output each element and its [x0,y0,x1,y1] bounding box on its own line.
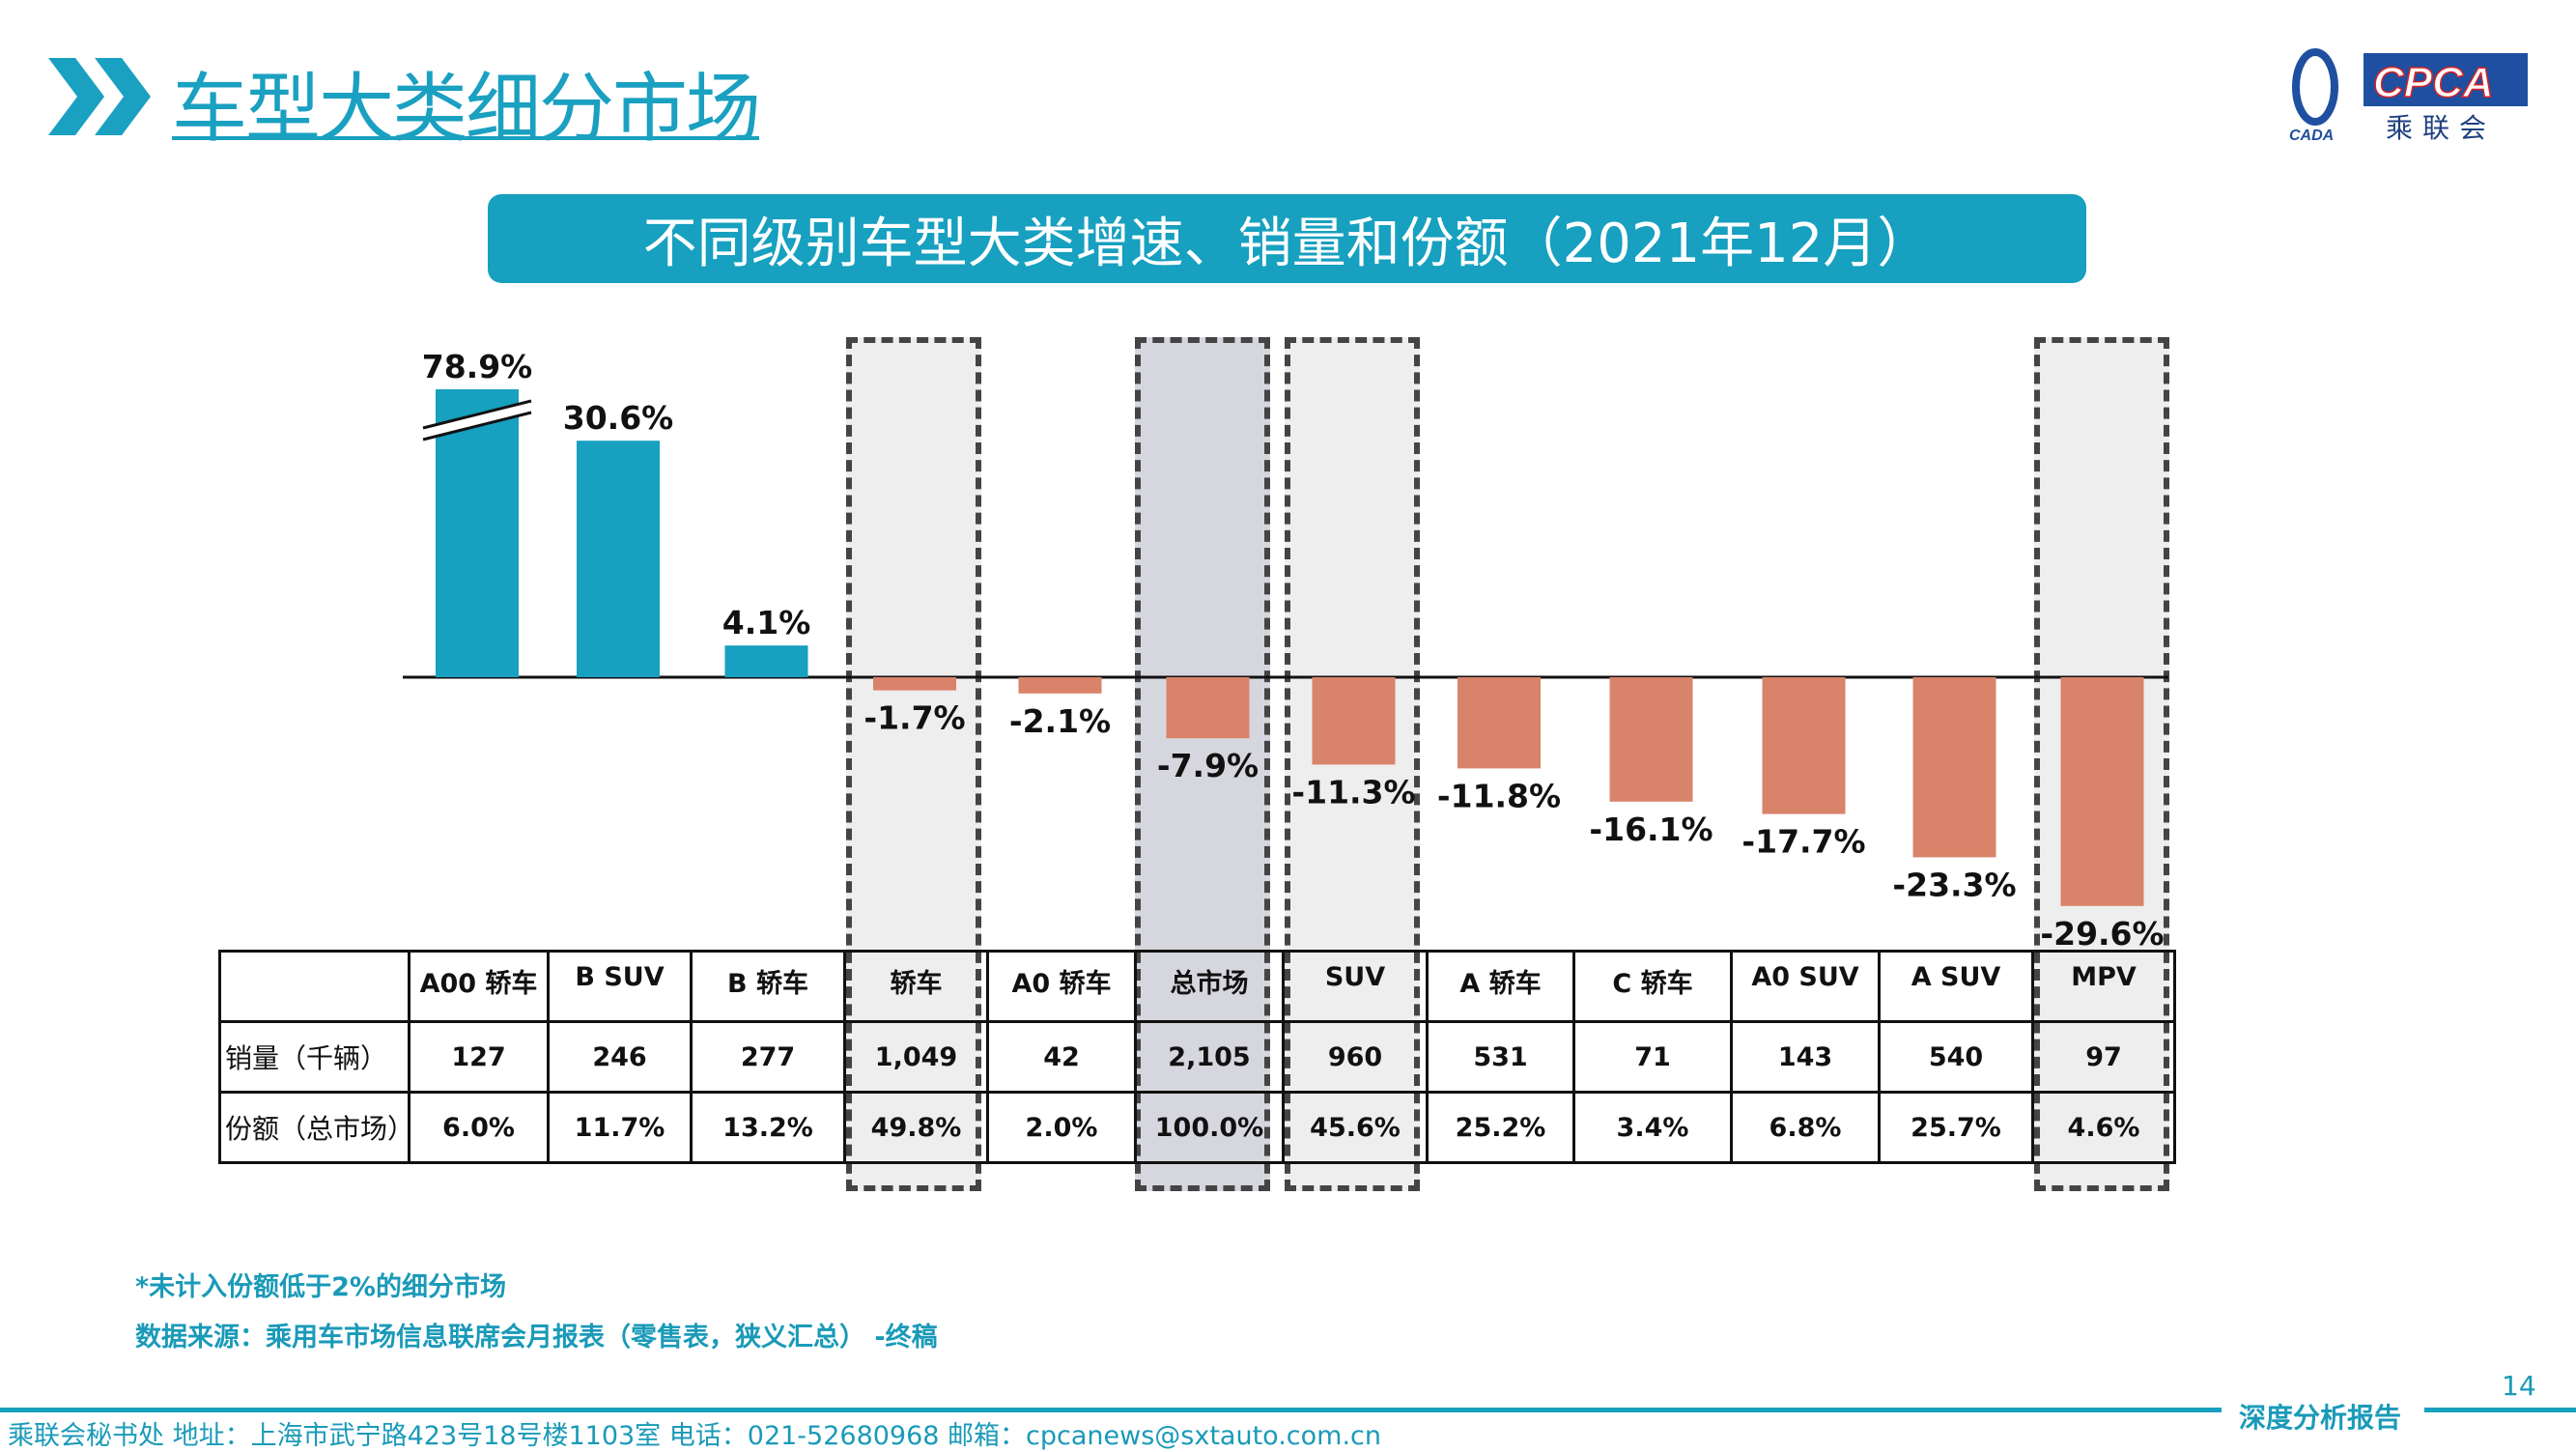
table-cell: 13.2% [690,1091,846,1164]
footer-divider [0,1408,2222,1412]
table-cell: 2.0% [986,1091,1137,1164]
table-cell: 97 [2031,1020,2176,1094]
cpca-logo: CADA CPCA 乘联会 [2281,48,2533,145]
data-label: 4.1% [722,604,811,641]
column-header: A SUV [1878,950,2034,1023]
logo-text: CPCA [2373,59,2494,106]
bar [577,441,660,677]
page-title: 车型大类细分市场 [172,66,761,153]
footer-contact: 乘联会秘书处 地址：上海市武宁路423号18号楼1103室 电话：021-526… [8,1421,1382,1451]
table-cell: 1,049 [843,1020,989,1094]
row-header: 份额（总市场） [218,1091,410,1164]
table-cell: 25.2% [1426,1091,1575,1164]
table-cell: 4.6% [2031,1091,2176,1164]
column-header: A0 SUV [1730,950,1881,1023]
data-source: 数据来源：乘用车市场信息联席会月报表（零售表，狭义汇总） -终稿 [135,1323,938,1352]
table-cell: 540 [1878,1020,2034,1094]
table-cell: 25.7% [1878,1091,2034,1164]
bar [2060,677,2144,906]
footnote: *未计入份额低于2%的细分市场 [135,1272,506,1302]
bar [1609,677,1693,802]
table-corner [218,950,410,1023]
table-cell: 960 [1282,1020,1429,1094]
page-number: 14 [2502,1370,2536,1402]
data-label: -1.7% [863,699,965,737]
bar [873,677,956,691]
data-label: -16.1% [1589,811,1713,848]
data-label: -11.3% [1291,773,1415,811]
table-cell: 2,105 [1134,1020,1285,1094]
footer-divider-right [2424,1408,2576,1412]
bar [1018,677,1102,694]
axis-break-line [422,411,532,441]
bar [1912,677,1996,858]
chevron-double-icon [48,58,151,135]
data-label: -7.9% [1157,747,1259,784]
chart-title-banner: 不同级别车型大类增速、销量和份额（2021年12月） [488,194,2086,283]
table-cell: 531 [1426,1020,1575,1094]
bar [1312,677,1396,765]
table-cell: 127 [408,1020,550,1094]
table-cell: 45.6% [1282,1091,1429,1164]
column-header: A00 轿车 [408,950,550,1023]
row-header: 销量（千辆） [218,1020,410,1094]
data-label: 30.6% [563,399,674,437]
column-header: SUV [1282,950,1429,1023]
table-cell: 71 [1572,1020,1733,1094]
column-header: 轿车 [843,950,989,1023]
table-cell: 143 [1730,1020,1881,1094]
column-header: B SUV [547,950,693,1023]
bar [1166,677,1250,739]
axis-break-line [422,399,532,430]
table-row: 销量（千辆） 127 246 277 1,049 42 2,105 960 531 71 143 54… [218,1020,2176,1094]
column-header: C 轿车 [1572,950,1733,1023]
column-header: A 轿车 [1426,950,1575,1023]
bar [1458,677,1541,769]
table-cell: 277 [690,1020,846,1094]
table-row: 份额（总市场） 6.0% 11.7% 13.2% 49.8% 2.0% 100.0% 45.6… [218,1091,2176,1164]
column-header: 总市场 [1134,950,1285,1023]
bar [724,645,808,677]
data-label: -17.7% [1741,823,1865,861]
data-label: -23.3% [1892,866,2016,903]
axis-break-mark [421,401,533,440]
data-label: 78.9% [422,348,533,385]
bar [436,389,519,677]
column-header: MPV [2031,950,2176,1023]
table-cell: 3.4% [1572,1091,1733,1164]
table-cell: 11.7% [547,1091,693,1164]
column-header: A0 轿车 [986,950,1137,1023]
footer-report-label: 深度分析报告 [2239,1402,2402,1434]
table-cell: 42 [986,1020,1137,1094]
column-header: B 轿车 [690,950,846,1023]
table-cell: 6.0% [408,1091,550,1164]
table-cell: 100.0% [1134,1091,1285,1164]
data-label: -2.1% [1009,702,1111,740]
data-label: -29.6% [2040,915,2164,953]
data-label: -11.8% [1437,777,1561,814]
data-table: A00 轿车 B SUV B 轿车 轿车 A0 轿车 总市场 SUV A 轿车 C 轿车 A0 S… [218,950,2176,1164]
table-cell: 49.8% [843,1091,989,1164]
table-cell: 6.8% [1730,1091,1881,1164]
table-cell: 246 [547,1020,693,1094]
bar [1762,677,1846,814]
table-header-row: A00 轿车 B SUV B 轿车 轿车 A0 轿车 总市场 SUV A 轿车 C 轿车 A0 S… [218,950,2176,1023]
logo-small-text: CADA [2289,128,2334,144]
logo-sub-text: 乘联会 [2386,112,2496,144]
